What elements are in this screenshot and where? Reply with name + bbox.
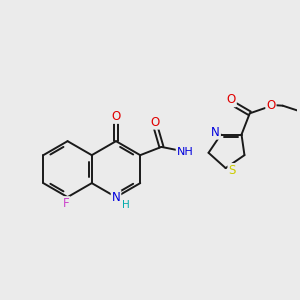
Text: O: O xyxy=(150,116,159,129)
Text: O: O xyxy=(111,110,121,123)
Text: N: N xyxy=(211,126,220,139)
Text: S: S xyxy=(228,164,236,177)
Text: N: N xyxy=(112,190,120,204)
Text: NH: NH xyxy=(177,147,194,157)
Text: F: F xyxy=(63,197,69,210)
Text: H: H xyxy=(122,200,129,210)
Text: O: O xyxy=(266,99,276,112)
Text: O: O xyxy=(226,93,236,106)
